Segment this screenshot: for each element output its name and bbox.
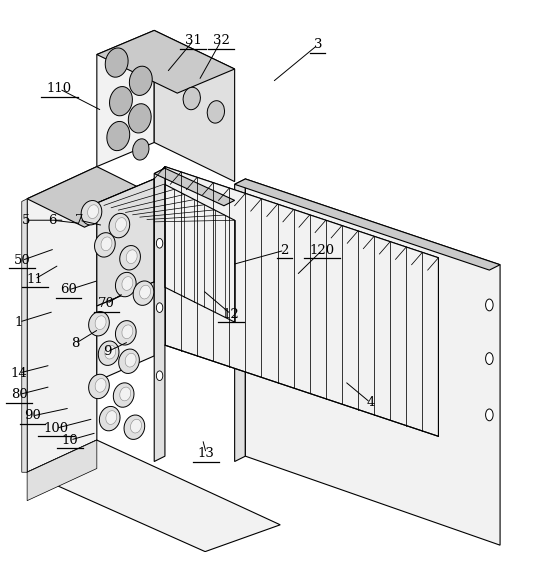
Polygon shape xyxy=(154,167,165,270)
Ellipse shape xyxy=(115,320,136,345)
Ellipse shape xyxy=(125,353,136,367)
Ellipse shape xyxy=(109,213,130,238)
Ellipse shape xyxy=(88,205,99,218)
Ellipse shape xyxy=(130,419,141,433)
Ellipse shape xyxy=(207,101,225,123)
Text: 110: 110 xyxy=(47,82,72,95)
Ellipse shape xyxy=(156,371,163,380)
Ellipse shape xyxy=(105,345,116,359)
Text: 1: 1 xyxy=(15,316,23,329)
Text: 6: 6 xyxy=(48,214,57,227)
Text: 14: 14 xyxy=(11,366,27,379)
Polygon shape xyxy=(154,168,234,206)
Ellipse shape xyxy=(486,353,493,365)
Polygon shape xyxy=(245,179,500,545)
Ellipse shape xyxy=(107,121,130,151)
Polygon shape xyxy=(154,179,234,322)
Ellipse shape xyxy=(124,415,144,439)
Polygon shape xyxy=(234,179,245,462)
Text: 5: 5 xyxy=(22,214,30,227)
Text: 9: 9 xyxy=(103,345,112,358)
Text: 90: 90 xyxy=(24,409,41,422)
Ellipse shape xyxy=(119,349,140,374)
Polygon shape xyxy=(27,440,97,501)
Ellipse shape xyxy=(133,139,149,160)
Text: 80: 80 xyxy=(11,388,27,401)
Ellipse shape xyxy=(113,383,134,407)
Text: 8: 8 xyxy=(71,337,80,350)
Polygon shape xyxy=(97,31,234,93)
Ellipse shape xyxy=(140,285,150,299)
Polygon shape xyxy=(27,167,154,227)
Polygon shape xyxy=(154,167,438,270)
Polygon shape xyxy=(154,31,234,181)
Polygon shape xyxy=(97,282,154,381)
Ellipse shape xyxy=(126,250,137,264)
Ellipse shape xyxy=(120,387,131,401)
Ellipse shape xyxy=(88,374,109,399)
Polygon shape xyxy=(234,179,500,270)
Polygon shape xyxy=(154,168,165,462)
Ellipse shape xyxy=(109,87,133,116)
Ellipse shape xyxy=(81,201,102,225)
Ellipse shape xyxy=(88,311,109,336)
Ellipse shape xyxy=(95,316,106,329)
Polygon shape xyxy=(97,31,154,167)
Polygon shape xyxy=(165,167,438,437)
Ellipse shape xyxy=(94,232,115,257)
Text: 11: 11 xyxy=(26,273,43,286)
Ellipse shape xyxy=(115,218,127,231)
Ellipse shape xyxy=(133,281,154,306)
Ellipse shape xyxy=(115,272,136,297)
Ellipse shape xyxy=(95,379,106,392)
Polygon shape xyxy=(22,199,27,472)
Ellipse shape xyxy=(106,411,117,425)
Text: 60: 60 xyxy=(60,284,77,297)
Text: 70: 70 xyxy=(98,297,115,310)
Ellipse shape xyxy=(486,409,493,421)
Ellipse shape xyxy=(156,303,163,312)
Ellipse shape xyxy=(101,237,112,251)
Polygon shape xyxy=(97,179,154,306)
Ellipse shape xyxy=(122,277,133,290)
Text: 13: 13 xyxy=(198,447,215,460)
Ellipse shape xyxy=(98,341,119,365)
Ellipse shape xyxy=(156,239,163,248)
Text: 2: 2 xyxy=(280,244,289,257)
Polygon shape xyxy=(27,440,280,552)
Text: 31: 31 xyxy=(185,34,202,47)
Ellipse shape xyxy=(120,246,141,270)
Text: 12: 12 xyxy=(223,307,239,320)
Ellipse shape xyxy=(128,104,151,133)
Ellipse shape xyxy=(486,299,493,311)
Text: 100: 100 xyxy=(44,422,68,435)
Ellipse shape xyxy=(122,325,133,338)
Text: 50: 50 xyxy=(13,254,30,267)
Text: 3: 3 xyxy=(314,39,322,52)
Text: 32: 32 xyxy=(213,34,230,47)
Polygon shape xyxy=(27,167,97,472)
Polygon shape xyxy=(97,179,154,222)
Text: 7: 7 xyxy=(75,214,84,227)
Text: 120: 120 xyxy=(309,244,335,257)
Text: 10: 10 xyxy=(61,434,78,447)
Ellipse shape xyxy=(183,87,201,110)
Ellipse shape xyxy=(129,66,152,95)
Ellipse shape xyxy=(105,48,128,77)
Ellipse shape xyxy=(99,407,120,431)
Text: 4: 4 xyxy=(366,396,375,409)
